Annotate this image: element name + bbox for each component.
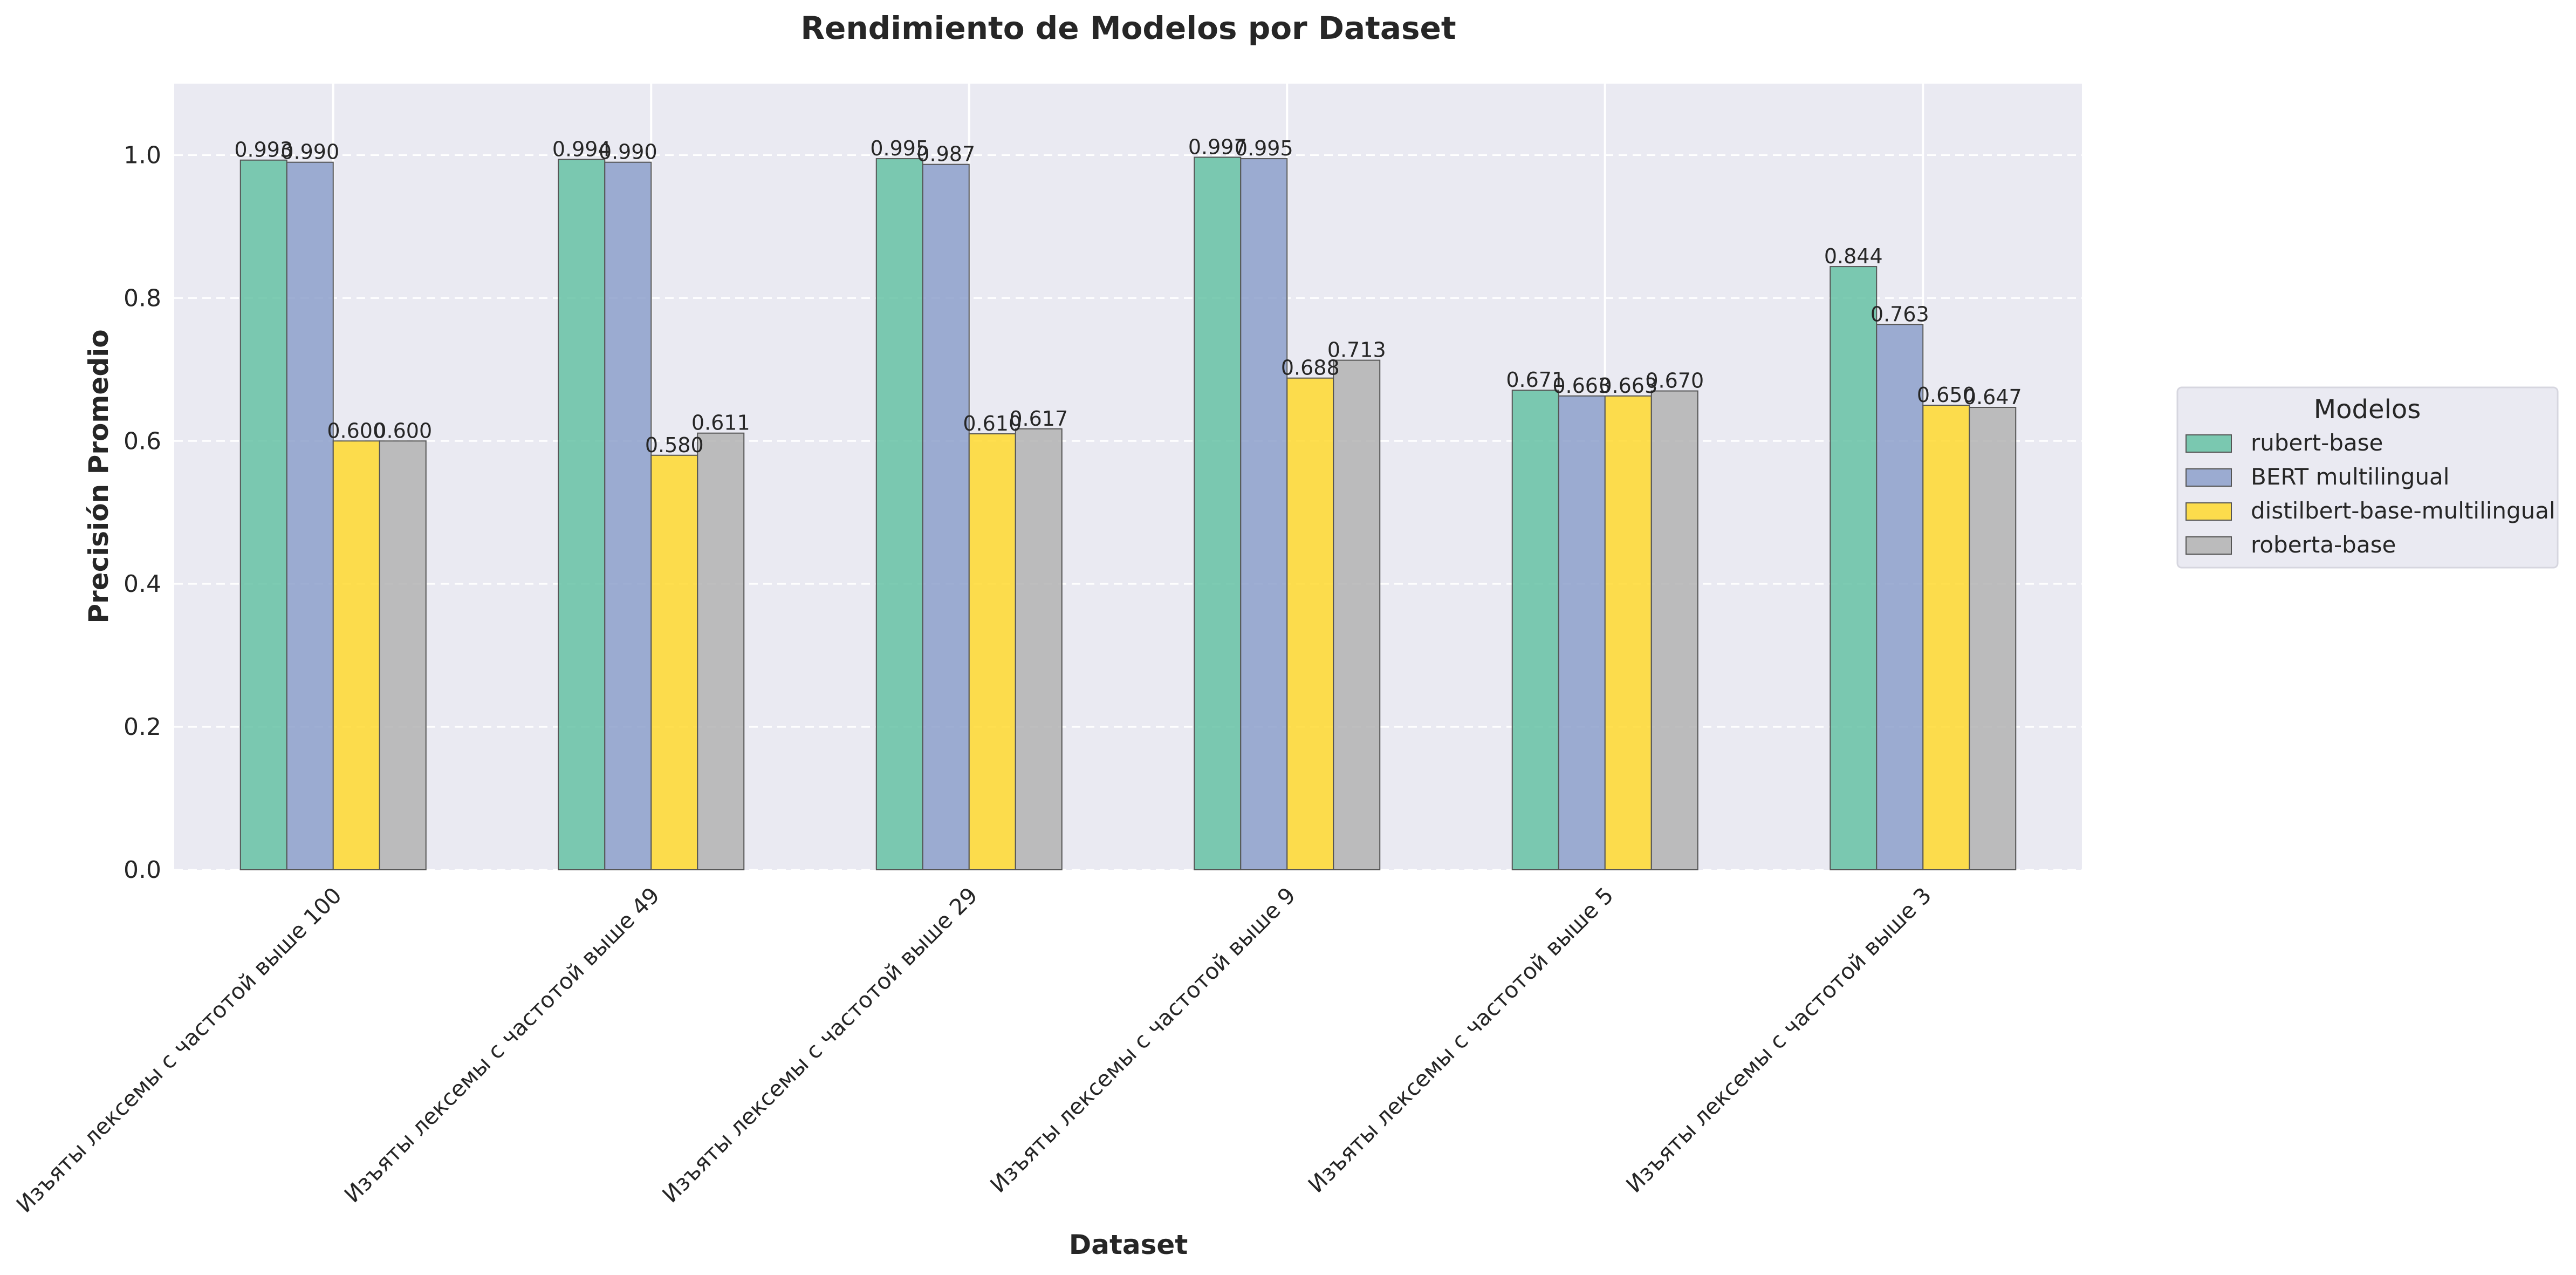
bar	[379, 440, 427, 870]
bar	[922, 163, 970, 871]
bar	[1015, 428, 1063, 870]
value-label: 0.610	[963, 412, 1022, 435]
bar	[875, 158, 923, 870]
bar	[1969, 407, 2017, 870]
y-tick-label: 0.2	[124, 713, 161, 741]
value-label: 0.671	[1506, 368, 1565, 392]
value-label: 0.647	[1963, 385, 2022, 409]
legend-entry: rubert-base	[2251, 429, 2383, 456]
legend-box	[2176, 386, 2559, 569]
value-label: 0.990	[599, 140, 657, 164]
value-label: 0.997	[1188, 135, 1247, 159]
legend: Modelos rubert-base BERT multilingual dist…	[2176, 386, 2559, 569]
x-tick-label: Изъяты лексемы с частотой выше 49	[339, 882, 664, 1208]
value-label: 0.670	[1645, 369, 1704, 393]
bar	[1604, 395, 1652, 870]
value-label: 0.650	[1917, 383, 1976, 407]
legend-entry: distilbert-base-multilingual	[2251, 497, 2556, 524]
bar	[697, 432, 745, 870]
chart-title: Rendimiento de Modelos por Dataset	[800, 10, 1456, 46]
bar	[604, 161, 652, 871]
bar	[1286, 377, 1334, 870]
value-label: 0.617	[1009, 407, 1068, 431]
bar	[1876, 324, 1924, 870]
y-tick-label: 0.0	[124, 856, 161, 884]
x-tick-label: Изъяты лексемы с частотой выше 100	[11, 882, 347, 1218]
y-tick-label: 1.0	[124, 141, 161, 169]
value-label: 0.844	[1824, 244, 1883, 268]
value-label: 0.995	[870, 137, 929, 160]
legend-title: Modelos	[2314, 394, 2421, 425]
bar	[1922, 405, 1970, 870]
bar	[332, 440, 380, 870]
bars	[239, 156, 2017, 871]
x-tick-label: Изъяты лексемы с частотой выше 5	[1303, 882, 1619, 1198]
value-label: 0.600	[327, 419, 386, 442]
value-label: 0.994	[552, 137, 611, 161]
bar	[1333, 359, 1381, 870]
bar	[650, 454, 698, 870]
bar	[286, 161, 334, 871]
bar	[239, 159, 287, 871]
legend-items: rubert-base BERT multilingual distilbert-b…	[2186, 429, 2556, 558]
bar	[1511, 390, 1559, 870]
value-label: 0.663	[1552, 374, 1611, 398]
bar	[968, 433, 1016, 870]
legend-entry: BERT multilingual	[2251, 463, 2449, 490]
bar	[1194, 156, 1242, 870]
x-tick-label: Изъяты лексемы с частотой выше 3	[1621, 882, 1936, 1198]
x-tick-label: Изъяты лексемы с частотой выше 9	[985, 882, 1300, 1198]
legend-entry: roberta-base	[2251, 531, 2396, 558]
value-label: 0.600	[373, 419, 432, 442]
legend-swatch	[2186, 502, 2232, 521]
legend-swatch	[2186, 536, 2232, 555]
value-label: 0.990	[280, 140, 339, 164]
value-label: 0.688	[1281, 356, 1340, 380]
y-axis: 0.0 0.2 0.4 0.6 0.8 1.0	[124, 141, 161, 884]
x-axis: Изъяты лексемы с частотой выше 100Изъяты…	[11, 882, 1936, 1218]
value-label: 0.580	[645, 433, 704, 457]
value-label: 0.993	[234, 138, 293, 162]
legend-swatch	[2186, 434, 2232, 453]
value-label: 0.663	[1599, 374, 1657, 398]
bar	[558, 159, 606, 870]
y-tick-label: 0.6	[124, 427, 161, 455]
plot-background	[174, 84, 2082, 870]
y-tick-label: 0.4	[124, 570, 161, 598]
bar	[1830, 266, 1878, 871]
value-label: 0.995	[1235, 137, 1293, 160]
x-axis-label: Dataset	[1069, 1229, 1188, 1260]
bar	[1240, 158, 1288, 870]
value-label: 0.713	[1327, 338, 1386, 362]
bar	[1558, 395, 1606, 870]
x-tick-label: Изъяты лексемы с частотой выше 29	[657, 882, 982, 1208]
value-label: 0.763	[1871, 302, 1929, 326]
legend-swatch	[2186, 468, 2232, 487]
y-tick-label: 0.8	[124, 284, 161, 312]
value-label: 0.987	[916, 142, 975, 166]
y-axis-label: Precisión Promedio	[83, 329, 114, 623]
bar	[1650, 390, 1698, 870]
value-label: 0.611	[691, 411, 750, 435]
